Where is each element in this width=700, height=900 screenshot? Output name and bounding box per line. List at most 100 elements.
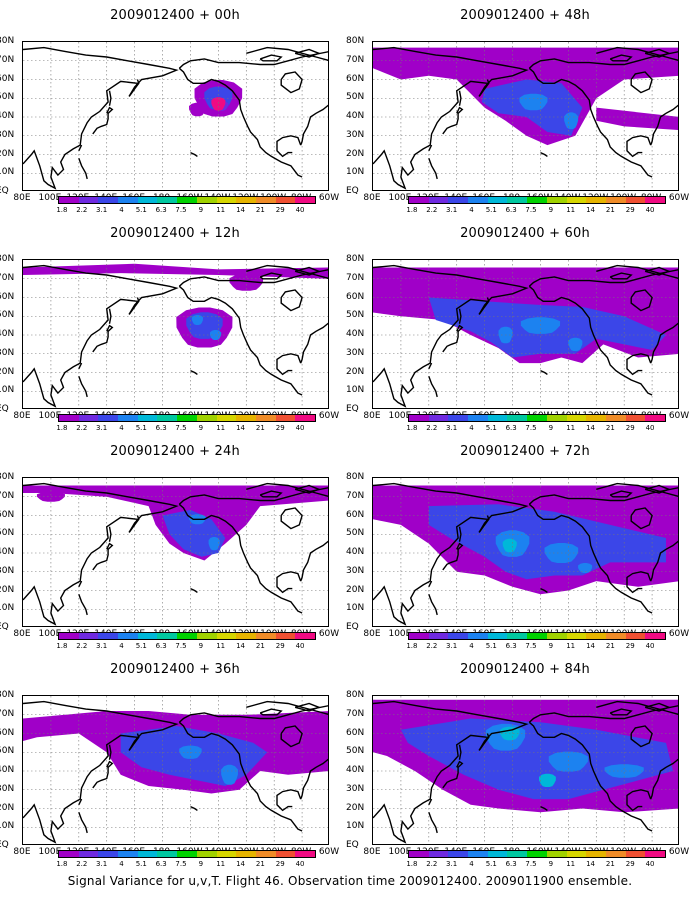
map-plot: [373, 478, 678, 626]
colorbar-swatch: [546, 197, 567, 203]
latitude-label: 80N: [346, 472, 365, 482]
coastline: [644, 702, 671, 712]
map-frame: [22, 477, 329, 627]
colorbar-swatch: [487, 197, 508, 203]
colorbar-label: 9: [198, 860, 204, 868]
colorbar-label: 9: [548, 206, 554, 214]
forecast-panel: 2009012400 + 24h 80N 70N 60N 50N 40N 30N 20N 10N…: [0, 436, 350, 661]
latitude-label: EQ: [0, 840, 9, 850]
colorbar-label: 4: [469, 206, 474, 214]
colorbar-swatch: [527, 197, 547, 203]
coastline: [428, 580, 433, 588]
variance-contour: [23, 263, 328, 279]
colorbar-label: 3.1: [446, 424, 458, 432]
map-frame: [372, 259, 679, 409]
colorbar-label: 4: [469, 642, 474, 650]
coastline: [294, 484, 321, 494]
colorbar-labels: 1.8 2.2 3.1 4 5.1 6.3 7.5 9 11 14 21 29 40: [56, 424, 316, 434]
latitude-label: EQ: [346, 404, 359, 414]
colorbar-label: 3.1: [446, 860, 458, 868]
colorbar-swatch: [196, 197, 217, 203]
colorbar-swatch: [468, 415, 488, 421]
colorbar-label: 2.2: [426, 860, 438, 868]
colorbar-label: 1.8: [406, 642, 418, 650]
longitude-label: 80E: [363, 629, 381, 639]
longitude-label: 60W: [318, 193, 340, 203]
coastline: [128, 79, 140, 97]
colorbar-swatch: [625, 197, 646, 203]
latitude-label: 70N: [346, 490, 365, 501]
colorbar-swatch: [118, 197, 138, 203]
colorbar-swatch: [428, 633, 449, 639]
colorbar-swatch: [586, 851, 606, 857]
longitude-label: 60W: [668, 629, 690, 639]
latitude-label: 70N: [0, 54, 15, 65]
colorbar-label: 11: [566, 642, 576, 650]
colorbar-swatch: [236, 415, 256, 421]
colorbar-swatch: [586, 197, 606, 203]
colorbar-swatch: [546, 415, 567, 421]
coastline: [428, 798, 433, 806]
longitude-label: 80E: [13, 411, 31, 421]
colorbar-swatch: [605, 415, 626, 421]
coastline: [528, 51, 678, 69]
coastline: [478, 515, 490, 533]
coastline: [259, 272, 283, 280]
longitude-label: 80E: [363, 193, 381, 203]
coastline: [650, 758, 678, 800]
coastline: [626, 789, 652, 812]
colorbar-swatch: [118, 415, 138, 421]
colorbar-label: 7.5: [175, 642, 187, 650]
coastline: [78, 594, 88, 616]
colorbar-swatch: [448, 633, 469, 639]
colorbar-labels: 1.8 2.2 3.1 4 5.1 6.3 7.5 9 11 14 21 29 40: [406, 424, 666, 434]
coastline: [92, 760, 114, 789]
coastline: [78, 376, 88, 398]
colorbar-swatch: [409, 415, 429, 421]
coastline: [630, 507, 653, 530]
colorbar-label: 14: [236, 642, 245, 650]
colorbar-label: 29: [625, 642, 635, 650]
colorbar-swatch: [216, 197, 237, 203]
latitude-label: 40N: [0, 765, 15, 775]
coastline: [300, 540, 328, 582]
latitude-label: 10N: [0, 167, 15, 178]
colorbar-labels: 1.8 2.2 3.1 4 5.1 6.3 7.5 9 11 14 21 29 40: [406, 860, 666, 870]
colorbar-label: 14: [586, 424, 595, 432]
coastline: [178, 269, 328, 287]
coastline: [276, 789, 302, 812]
panel-title: 2009012400 + 84h: [460, 662, 590, 677]
coastline: [609, 54, 633, 62]
variance-contour: [596, 107, 678, 130]
latitude-label: 60N: [346, 73, 365, 84]
colorbar-swatch: [177, 633, 197, 639]
variance-contour: [36, 491, 65, 502]
colorbar-swatch: [409, 197, 429, 203]
coastline: [650, 104, 678, 146]
coastline: [644, 484, 671, 494]
colorbar-label: 5.1: [485, 424, 497, 432]
latitude-label: 10N: [0, 821, 15, 832]
colorbar-label: 2.2: [76, 642, 88, 650]
longitude-label: 60W: [318, 411, 340, 421]
coastline: [528, 269, 678, 287]
colorbar-label: 40: [645, 424, 655, 432]
coastline: [442, 542, 464, 571]
coastline: [178, 705, 328, 723]
latitude-label: 40N: [346, 547, 365, 557]
coastline: [300, 322, 328, 364]
coastline: [280, 725, 303, 748]
colorbar-label: 40: [295, 860, 305, 868]
coastline: [650, 540, 678, 582]
coastline: [294, 702, 321, 712]
colorbar-swatch: [625, 415, 646, 421]
colorbar-swatch: [275, 851, 296, 857]
colorbar-swatch: [566, 197, 587, 203]
latitude-label: 40N: [346, 329, 365, 339]
colorbar-swatch: [137, 415, 158, 421]
colorbar-swatch: [468, 633, 488, 639]
colorbar-label: 40: [645, 642, 655, 650]
colorbar-label: 2.2: [76, 206, 88, 214]
colorbar: [408, 414, 666, 422]
forecast-panel: 2009012400 + 00h 80N 70N 60N 50N 40N 30N 20N 10N…: [0, 0, 350, 225]
